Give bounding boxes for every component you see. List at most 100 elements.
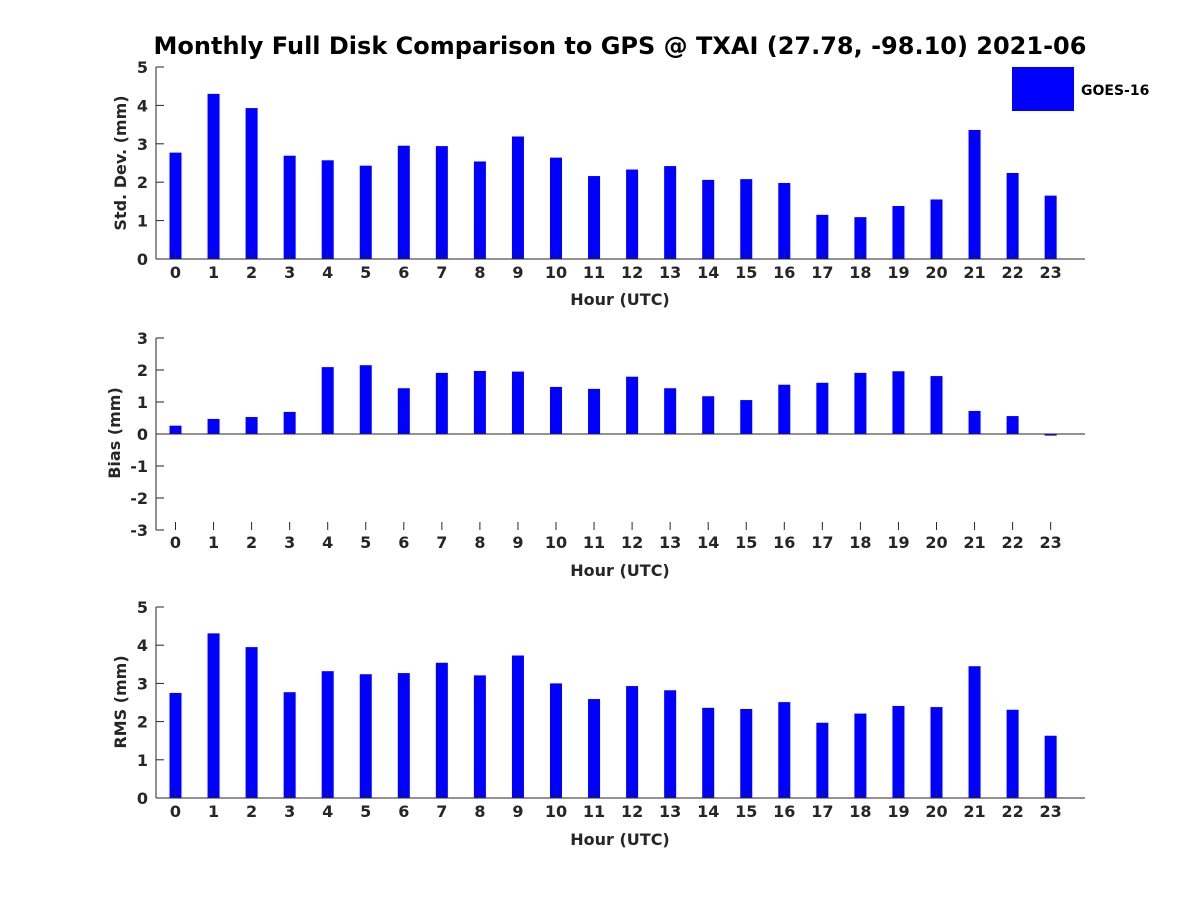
x-tick-label: 20 xyxy=(925,263,947,282)
x-tick-label: 16 xyxy=(773,263,795,282)
bar-hour-5 xyxy=(359,365,372,434)
x-tick-label: 4 xyxy=(322,533,333,552)
y-tick-label: -1 xyxy=(130,457,148,476)
x-tick-label: 14 xyxy=(697,263,719,282)
x-tick-label: 4 xyxy=(322,263,333,282)
y-tick-label: 1 xyxy=(137,751,148,770)
x-tick-label: 14 xyxy=(697,533,719,552)
x-tick-label: 10 xyxy=(545,263,567,282)
bar-hour-10 xyxy=(550,386,562,434)
bar-hour-17 xyxy=(816,214,829,259)
bar-hour-6 xyxy=(397,673,410,798)
bar-hour-23 xyxy=(1044,735,1057,798)
x-tick-label: 1 xyxy=(208,533,219,552)
bar-hour-17 xyxy=(816,722,829,798)
y-axis-label: Bias (mm) xyxy=(105,387,124,479)
x-tick-label: 15 xyxy=(735,802,757,821)
x-tick-label: 2 xyxy=(246,263,257,282)
x-tick-label: 5 xyxy=(360,263,371,282)
bar-hour-14 xyxy=(702,396,715,434)
y-tick-label: 1 xyxy=(137,393,148,412)
bar-hour-13 xyxy=(664,690,677,798)
x-tick-label: 16 xyxy=(773,533,795,552)
x-tick-label: 23 xyxy=(1040,802,1062,821)
bar-hour-16 xyxy=(778,182,791,259)
x-tick-label: 2 xyxy=(246,802,257,821)
bar-hour-12 xyxy=(626,169,639,259)
bar-hour-11 xyxy=(588,699,601,798)
bar-hour-6 xyxy=(397,388,410,434)
y-tick-label: 3 xyxy=(137,674,148,693)
bar-hour-9 xyxy=(511,136,524,259)
x-tick-label: 23 xyxy=(1040,533,1062,552)
bar-hour-12 xyxy=(626,376,639,434)
bar-hour-19 xyxy=(892,371,905,434)
bar-hour-14 xyxy=(702,707,715,798)
x-tick-label: 5 xyxy=(360,533,371,552)
bar-hour-3 xyxy=(283,692,296,798)
x-tick-label: 8 xyxy=(474,263,485,282)
x-tick-label: 0 xyxy=(170,533,181,552)
bar-hour-5 xyxy=(359,165,372,259)
x-tick-label: 22 xyxy=(1001,802,1023,821)
y-axis-label: Std. Dev. (mm) xyxy=(111,95,130,230)
bar-hour-16 xyxy=(778,702,791,798)
bar-hour-2 xyxy=(245,647,258,798)
bar-hour-10 xyxy=(550,157,562,259)
bar-hour-7 xyxy=(435,146,448,259)
bar-hour-12 xyxy=(626,686,639,798)
y-tick-label: 2 xyxy=(137,361,148,380)
bar-hour-0 xyxy=(169,152,182,259)
x-tick-label: 22 xyxy=(1001,263,1023,282)
y-axis-label: RMS (mm) xyxy=(111,655,130,748)
x-tick-label: 1 xyxy=(208,263,219,282)
x-tick-label: 23 xyxy=(1040,263,1062,282)
bar-hour-0 xyxy=(169,692,182,798)
x-tick-label: 20 xyxy=(925,533,947,552)
bar-hour-15 xyxy=(740,708,753,798)
legend-swatch xyxy=(1012,67,1074,111)
x-tick-label: 17 xyxy=(811,263,833,282)
y-tick-label: -2 xyxy=(130,489,148,508)
bar-hour-21 xyxy=(968,410,981,434)
x-tick-label: 5 xyxy=(360,802,371,821)
chart-title: Monthly Full Disk Comparison to GPS @ TX… xyxy=(154,32,1087,60)
x-tick-label: 17 xyxy=(811,533,833,552)
y-tick-label: 3 xyxy=(137,329,148,348)
x-tick-label: 10 xyxy=(545,533,567,552)
bar-hour-10 xyxy=(550,683,562,798)
bar-hour-11 xyxy=(588,176,601,259)
x-tick-label: 9 xyxy=(512,533,523,552)
bar-hour-18 xyxy=(854,217,867,259)
bar-hour-1 xyxy=(207,418,220,434)
bar-hour-9 xyxy=(511,371,524,434)
bar-hour-8 xyxy=(473,370,486,434)
y-tick-label: 1 xyxy=(137,212,148,231)
bar-hour-13 xyxy=(664,388,677,434)
y-tick-label: 2 xyxy=(137,713,148,732)
x-tick-label: 9 xyxy=(512,802,523,821)
bar-hour-3 xyxy=(283,155,296,259)
x-tick-label: 6 xyxy=(398,263,409,282)
x-tick-label: 0 xyxy=(170,263,181,282)
x-tick-label: 19 xyxy=(887,533,909,552)
x-tick-label: 6 xyxy=(398,533,409,552)
x-tick-label: 4 xyxy=(322,802,333,821)
x-tick-label: 11 xyxy=(583,533,605,552)
bar-hour-20 xyxy=(930,707,943,798)
bar-hour-15 xyxy=(740,179,753,259)
y-tick-label: 4 xyxy=(137,636,148,655)
x-tick-label: 7 xyxy=(436,533,447,552)
x-tick-label: 18 xyxy=(849,802,871,821)
bar-hour-4 xyxy=(321,671,334,798)
x-tick-label: 12 xyxy=(621,802,643,821)
bar-hour-2 xyxy=(245,108,258,259)
x-tick-label: 7 xyxy=(436,802,447,821)
bar-hour-4 xyxy=(321,367,334,434)
y-tick-label: 2 xyxy=(137,173,148,192)
x-tick-label: 21 xyxy=(963,802,985,821)
